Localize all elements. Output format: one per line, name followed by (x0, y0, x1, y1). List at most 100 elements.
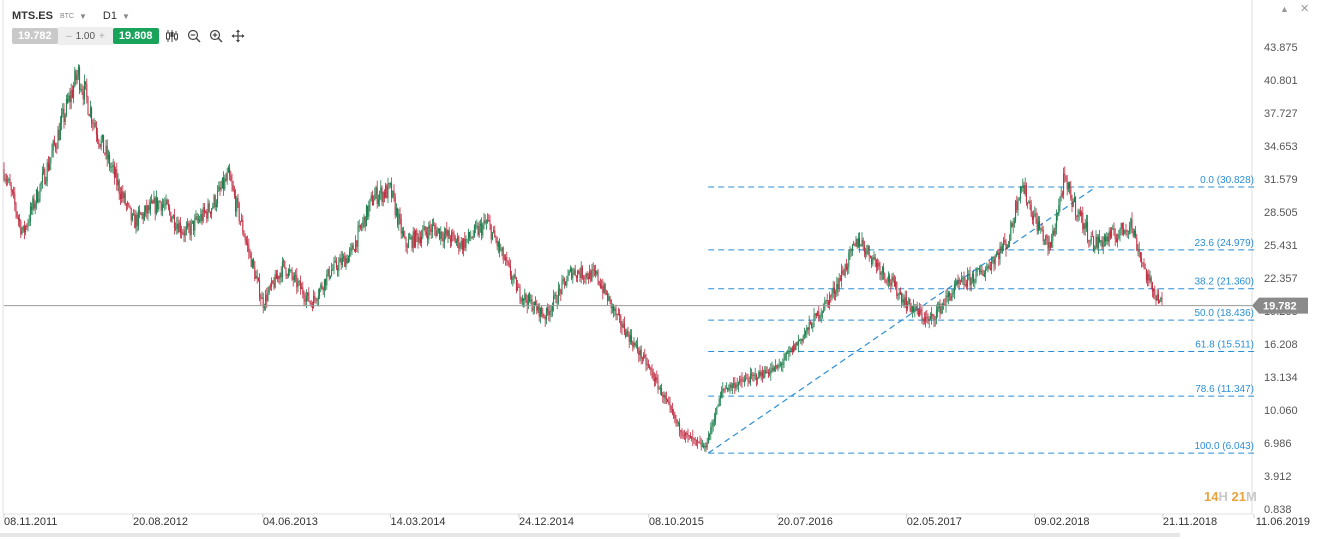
candle-body (195, 216, 197, 219)
candle-body (23, 225, 25, 233)
candle-body (1057, 215, 1059, 217)
quantity-decrease-button[interactable]: – (66, 30, 72, 42)
quantity-stepper[interactable]: – 1.00 + (58, 27, 113, 45)
candle-body (795, 342, 797, 350)
candle-body (1037, 221, 1039, 232)
candle-body (925, 316, 927, 322)
close-icon[interactable]: ✕ (1300, 3, 1310, 15)
candle-body (385, 185, 387, 198)
candle-body (1107, 236, 1109, 242)
fibonacci-retracement[interactable]: 0.0 (30.828) 23.6 (24.979) 38.2 (21.360) 50… (707, 175, 1254, 454)
candle-body (653, 378, 655, 382)
candle-body (321, 284, 323, 289)
candle-body (266, 294, 268, 301)
candle-body (1154, 289, 1156, 296)
candle-body (946, 295, 948, 297)
candle-body (293, 275, 295, 280)
buy-price-button[interactable]: 19.808 (112, 28, 159, 44)
candle-body (583, 277, 585, 279)
candle-body (1052, 230, 1054, 241)
candle-body (689, 435, 691, 439)
candle-body (61, 114, 63, 123)
candlestick-type-icon[interactable] (163, 27, 181, 45)
candle-body (1067, 182, 1069, 190)
candle-body (457, 236, 459, 242)
zoom-in-icon[interactable] (207, 27, 225, 45)
candle-body (701, 445, 703, 447)
candle-body (952, 292, 954, 294)
candle-body (274, 273, 276, 288)
candle-body (137, 210, 139, 227)
candle-body (304, 299, 306, 302)
candle-body (561, 280, 563, 294)
candle-body (1117, 237, 1119, 243)
candle-body (953, 284, 955, 293)
candle-body (889, 275, 891, 283)
candle-body (357, 227, 359, 247)
candle-body (915, 305, 917, 309)
candle-body (777, 365, 779, 369)
symbol-chevron-down-icon[interactable]: ▼ (78, 11, 87, 21)
candle-body (62, 108, 64, 115)
candle-body (785, 353, 787, 355)
candle-body (1022, 185, 1024, 188)
quantity-increase-button[interactable]: + (99, 30, 105, 42)
candle-body (317, 295, 319, 300)
candle-body (817, 311, 819, 316)
pan-move-icon[interactable] (229, 27, 247, 45)
candle-body (16, 212, 18, 218)
candle-body (350, 248, 352, 252)
countdown-hours-unit: H (1218, 489, 1228, 504)
candle-body (1115, 238, 1117, 243)
candle-body (617, 314, 619, 315)
candle-body (628, 334, 630, 342)
candle-body (1100, 240, 1102, 242)
candle-body (562, 279, 564, 281)
candle-body (934, 319, 936, 321)
candle-body (459, 247, 461, 249)
candle-body (683, 435, 685, 436)
candle-body (5, 179, 7, 181)
horizontal-scrollbar[interactable] (0, 533, 1180, 537)
candle-body (335, 260, 337, 268)
candle-body (400, 218, 402, 234)
candle-body (700, 443, 702, 447)
candle-body (899, 292, 901, 294)
candle-body (1097, 237, 1099, 248)
sell-price-button[interactable]: 19.782 (12, 28, 58, 44)
candle-body (14, 193, 16, 205)
candle-body (397, 208, 399, 225)
candle-body (129, 205, 131, 208)
candle-body (973, 274, 975, 282)
candle-body (226, 172, 228, 181)
candle-body (184, 229, 186, 236)
collapse-chevron-up-icon[interactable]: ▲ (1280, 4, 1289, 14)
zoom-out-icon[interactable] (185, 27, 203, 45)
timeframe-chevron-down-icon[interactable]: ▼ (121, 11, 130, 21)
candle-body (495, 237, 497, 241)
candle-body (469, 232, 471, 238)
candle-body (326, 274, 328, 286)
candle-body (329, 275, 331, 279)
candle-body (788, 350, 790, 354)
symbol-label[interactable]: MTS.ES (12, 10, 53, 22)
candle-body (251, 259, 253, 268)
candle-body (598, 281, 600, 284)
fib-trend-line[interactable] (707, 186, 1097, 454)
candle-body (201, 214, 203, 221)
candle-body (733, 383, 735, 386)
candle-body (508, 262, 510, 266)
candle-body (622, 323, 624, 328)
candle-body (1039, 221, 1041, 230)
candle-body (43, 169, 45, 173)
candle-body (160, 202, 162, 211)
candle-body (1078, 211, 1080, 215)
candle-body (571, 268, 573, 279)
candle-body (118, 180, 120, 194)
candle-body (769, 374, 771, 375)
quantity-value[interactable]: 1.00 (75, 30, 96, 42)
candle-body (1060, 194, 1062, 197)
timeframe-selector[interactable]: D1 (102, 10, 117, 22)
candle-body (1091, 236, 1093, 237)
